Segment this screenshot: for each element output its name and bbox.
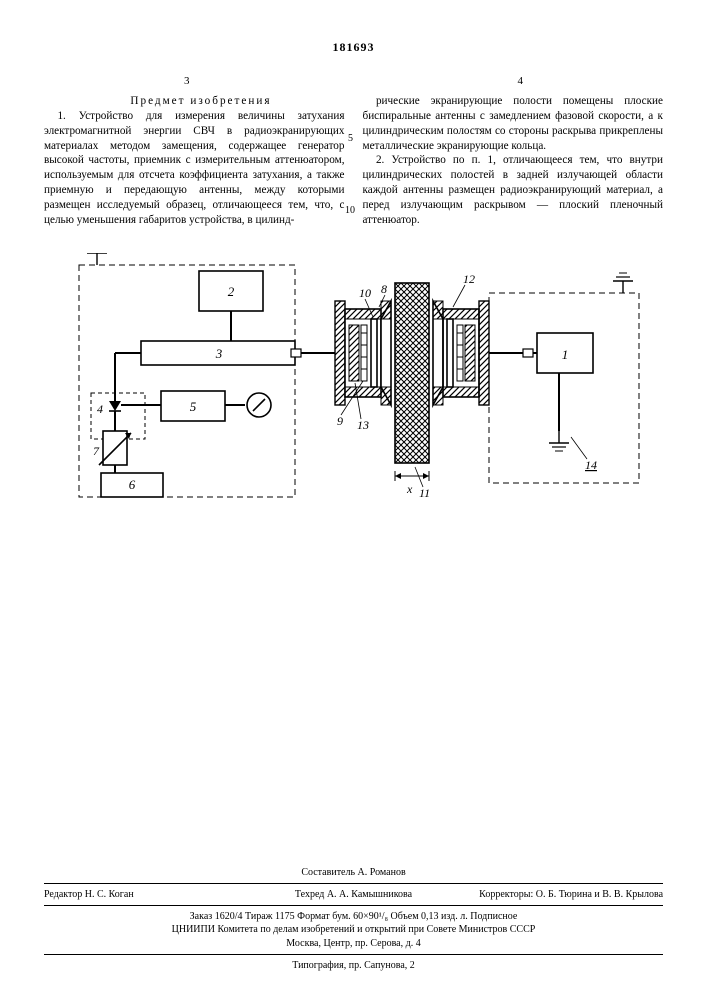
label-12: 12: [463, 272, 475, 286]
subject-heading: Предмет изобретения: [44, 94, 345, 109]
print-house: Типография, пр. Сапунова, 2: [44, 959, 663, 972]
label-11: 11: [419, 486, 430, 500]
footer-rule-3: [44, 954, 663, 955]
imprint-1: Заказ 1620/4 Тираж 1175 Формат бум. 60×9…: [44, 910, 663, 923]
label-2: 2: [227, 284, 234, 299]
label-1: 1: [561, 347, 568, 362]
page-num-left: 3: [184, 74, 190, 89]
label-6: 6: [128, 477, 135, 492]
figure: 2 3 4 5: [44, 253, 663, 553]
right-enclosure: [489, 293, 639, 483]
footer-rule-1: [44, 883, 663, 884]
footer-rule-2: [44, 905, 663, 906]
page: 181693 3 4 5 10 Предмет изобретения 1. У…: [0, 0, 707, 1000]
correctors: Корректоры: О. Б. Тюрина и В. В. Крылова: [463, 888, 663, 901]
document-number: 181693: [44, 40, 663, 56]
label-14: 14: [585, 458, 597, 472]
label-13: 13: [357, 418, 369, 432]
claim-1-right: рические экранирующие полости помещены п…: [363, 94, 664, 153]
label-3: 3: [214, 346, 222, 361]
editor: Редактор Н. С. Коган: [44, 888, 244, 901]
imprint-2: ЦНИИПИ Комитета по делам изобретений и о…: [44, 923, 663, 936]
tech-editor: Техред А. А. Камышникова: [254, 888, 454, 901]
right-antenna-assembly: [433, 301, 489, 405]
line-number-10: 10: [345, 204, 355, 217]
label-9: 9: [337, 414, 343, 428]
compiler-line: Составитель А. Романов: [44, 866, 663, 879]
label-7: 7: [93, 444, 100, 458]
imprint-3: Москва, Центр, пр. Серова, д. 4: [44, 937, 663, 950]
left-column: Предмет изобретения 1. Устройство для из…: [44, 94, 345, 227]
column-page-numbers: 3 4: [44, 74, 663, 89]
label-5: 5: [189, 399, 196, 414]
credits-row: Редактор Н. С. Коган Техред А. А. Камышн…: [44, 888, 663, 901]
line-number-5: 5: [348, 132, 353, 145]
right-column: рические экранирующие полости помещены п…: [363, 94, 664, 227]
claim-2: 2. Устройство по п. 1, отличающееся тем,…: [363, 153, 664, 227]
page-num-right: 4: [518, 74, 524, 89]
label-x: x: [406, 482, 413, 496]
label-4: 4: [97, 402, 103, 416]
schematic-svg: 2 3 4 5: [59, 253, 649, 553]
left-antenna-assembly: [335, 301, 391, 405]
sample-specimen: [395, 283, 429, 463]
label-10: 10: [359, 286, 371, 300]
claim-1-left: 1. Устройство для измерения величины зат…: [44, 109, 345, 227]
imprint-footer: Составитель А. Романов Редактор Н. С. Ко…: [44, 866, 663, 972]
label-8: 8: [381, 282, 387, 296]
